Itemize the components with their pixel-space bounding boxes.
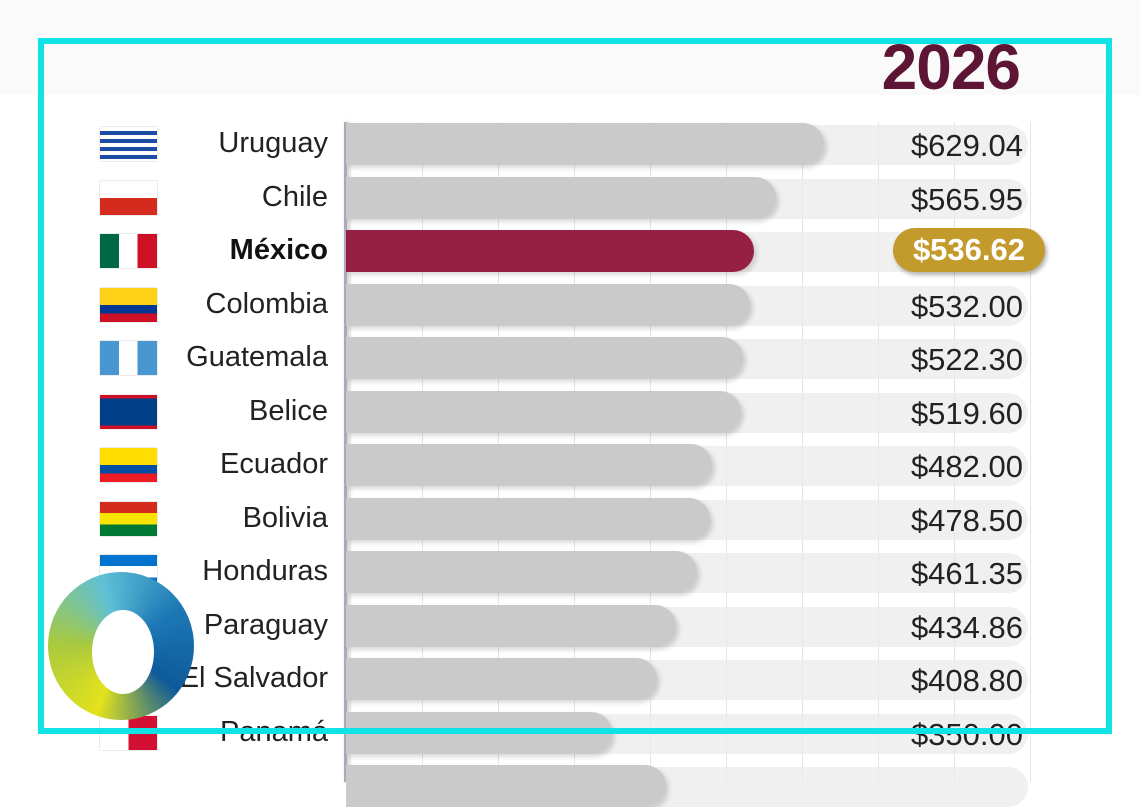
bar-row: Chile $565.95 <box>0 176 1140 219</box>
value-label: $482.00 <box>910 449 1023 484</box>
bar-row: Paraguay $434.86 <box>0 604 1140 647</box>
value-label: $461.35 <box>910 556 1023 591</box>
bar-row <box>0 765 1140 807</box>
colombia-flag-icon <box>100 287 157 322</box>
bar <box>346 123 825 165</box>
gridline <box>1030 122 1031 782</box>
value-label: $408.80 <box>910 663 1023 698</box>
y-axis <box>344 122 347 782</box>
bar-row: Belice $519.60 <box>0 390 1140 433</box>
bar-row: Uruguay $629.04 <box>0 123 1140 165</box>
value-label: $565.95 <box>910 181 1023 217</box>
category-label: Uruguay <box>218 127 328 159</box>
bar-row: Colombia $532.00 <box>0 283 1140 326</box>
bar-row: Guatemala $522.30 <box>0 337 1140 379</box>
belize-flag-icon <box>100 394 157 429</box>
category-label: Ecuador <box>219 448 328 480</box>
bar <box>346 337 743 379</box>
category-label: Colombia <box>205 287 329 320</box>
chile-flag-icon <box>100 180 157 215</box>
highlighted-value-badge: $536.62 <box>892 228 1045 272</box>
bar <box>346 604 677 647</box>
value-label: $434.86 <box>910 609 1023 645</box>
highlight-frame <box>38 38 1112 734</box>
bar <box>346 658 657 700</box>
header-band <box>0 0 1140 95</box>
bar <box>346 765 666 807</box>
logo-icon <box>48 572 194 720</box>
category-label: Honduras <box>202 555 328 587</box>
bar-row: México $536.62 <box>0 228 1140 272</box>
highlighted-bar <box>346 230 754 272</box>
bar <box>346 176 777 219</box>
guatemala-flag-icon <box>100 341 157 375</box>
bar <box>346 390 741 433</box>
ecuador-flag-icon <box>100 448 157 482</box>
uruguay-flag-icon <box>100 127 157 161</box>
value-label: $522.30 <box>910 342 1023 377</box>
value-label: $519.60 <box>910 395 1023 431</box>
bar-row: Honduras $461.35 <box>0 551 1140 593</box>
bar-row: El Salvador $408.80 <box>0 658 1140 700</box>
value-label: $629.04 <box>910 128 1023 163</box>
category-label: Guatemala <box>186 341 328 373</box>
bar <box>346 551 697 593</box>
value-label: $532.00 <box>910 288 1023 324</box>
bar-row: Ecuador $482.00 <box>0 444 1140 486</box>
bar <box>346 444 713 486</box>
category-label: México <box>229 234 328 266</box>
value-label: $478.50 <box>910 502 1023 538</box>
value-label: $350.00 <box>910 716 1023 752</box>
category-label: Bolivia <box>242 501 328 534</box>
bolivia-flag-icon <box>100 501 157 536</box>
category-label: Chile <box>261 180 328 213</box>
category-label: Paraguay <box>203 608 328 641</box>
bar <box>346 497 710 540</box>
mexico-flag-icon <box>100 234 157 268</box>
bar-row: Bolivia $478.50 <box>0 497 1140 540</box>
bar <box>346 283 751 326</box>
category-label: Belice <box>249 394 328 427</box>
category-label: El Salvador <box>179 662 328 694</box>
